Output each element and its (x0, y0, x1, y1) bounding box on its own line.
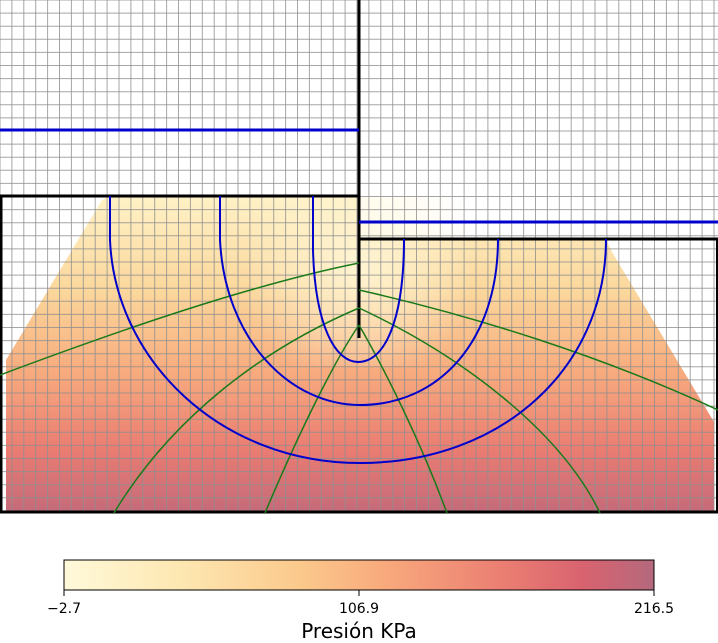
flow-line (264, 324, 360, 513)
flow-line (113, 307, 360, 513)
colorbar-tick-label-max: 216.5 (634, 601, 674, 617)
colorbar-gradient (63, 559, 655, 591)
colorbar-tick-label-min: −2.7 (47, 601, 81, 617)
equipotential-line (312, 196, 405, 364)
flow-line (358, 307, 601, 513)
flow-line (358, 324, 448, 513)
equipotential-lines (109, 196, 607, 465)
boundaries (0, 0, 718, 514)
colorbar-ticks (63, 590, 655, 596)
flow-line (358, 289, 718, 411)
colorbar-tick-label-mid: 106.9 (339, 601, 379, 617)
equipotential-line (109, 196, 607, 465)
equipotential-line (219, 196, 499, 407)
colorbar: −2.7 106.9 216.5 Presión KPa (47, 559, 674, 643)
colorbar-label: Presión KPa (301, 619, 417, 643)
water-levels (0, 128, 718, 224)
